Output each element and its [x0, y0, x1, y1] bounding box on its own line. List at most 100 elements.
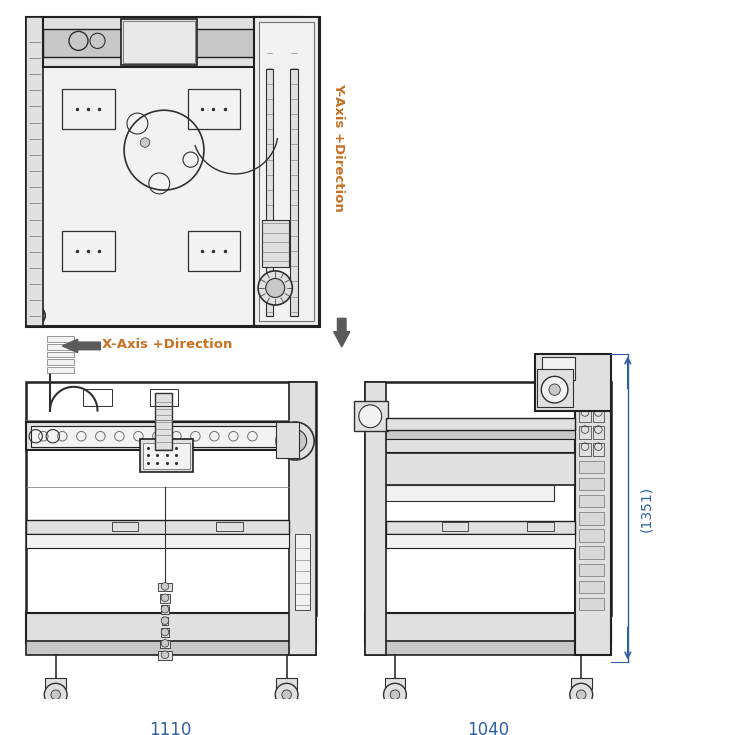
Bar [579, 495, 604, 507]
Bar [161, 606, 169, 614]
Bar [579, 581, 604, 593]
Bar [266, 53, 298, 62]
Bar [579, 426, 591, 439]
Circle shape [570, 684, 592, 706]
Bar [370, 453, 574, 484]
Text: Y-Axis +Direction: Y-Axis +Direction [332, 83, 345, 212]
Circle shape [161, 628, 169, 636]
Circle shape [284, 429, 307, 452]
Circle shape [383, 684, 406, 706]
Circle shape [304, 24, 312, 32]
Bar [47, 359, 74, 365]
Bar [26, 17, 44, 326]
Bar [47, 351, 74, 357]
Bar [140, 439, 193, 473]
Circle shape [300, 19, 317, 36]
Bar [579, 478, 604, 490]
Bar [536, 369, 573, 406]
Bar [259, 22, 314, 321]
Bar [579, 564, 604, 576]
Bar [276, 422, 299, 458]
Bar [143, 443, 190, 470]
Bar [150, 389, 178, 406]
Bar [365, 382, 386, 655]
Bar [154, 393, 172, 451]
Circle shape [266, 279, 285, 298]
Circle shape [28, 19, 45, 36]
Circle shape [44, 684, 67, 706]
Text: (1351): (1351) [639, 485, 653, 531]
Circle shape [161, 606, 169, 613]
Bar [266, 69, 273, 317]
Bar [370, 427, 574, 453]
Bar [535, 354, 610, 411]
Bar [26, 613, 316, 643]
Bar [123, 21, 196, 62]
Circle shape [542, 376, 568, 403]
Bar [579, 598, 604, 610]
Bar [385, 678, 406, 689]
Text: 1040: 1040 [467, 721, 509, 735]
Bar [365, 642, 610, 655]
Circle shape [161, 639, 169, 648]
Bar [354, 401, 388, 431]
Bar [370, 428, 574, 439]
Circle shape [358, 405, 382, 428]
Bar [158, 583, 172, 591]
Circle shape [276, 422, 314, 460]
Circle shape [33, 312, 40, 319]
Bar [26, 17, 319, 326]
Bar [592, 443, 604, 456]
Text: X-Axis +Direction: X-Axis +Direction [102, 337, 232, 351]
Bar [47, 337, 74, 342]
Bar [47, 344, 74, 350]
Bar [62, 231, 115, 271]
Circle shape [549, 384, 560, 395]
Bar [365, 613, 610, 643]
Bar [162, 617, 168, 625]
Bar [122, 19, 197, 65]
Circle shape [51, 690, 61, 700]
Bar [262, 19, 302, 67]
Bar [160, 594, 170, 603]
Bar [365, 382, 610, 615]
Bar [83, 389, 112, 406]
Bar [112, 522, 138, 531]
Bar [26, 520, 290, 534]
Bar [26, 642, 316, 655]
Bar [385, 484, 554, 501]
Bar [579, 546, 604, 559]
Bar [262, 220, 289, 267]
Bar [571, 678, 592, 689]
Bar [592, 409, 604, 422]
Bar [386, 418, 574, 429]
Circle shape [28, 307, 45, 324]
Bar [158, 651, 172, 659]
FancyArrow shape [62, 340, 100, 353]
Bar [45, 678, 66, 689]
Bar [579, 512, 604, 525]
Bar [527, 522, 554, 531]
Bar [579, 529, 604, 542]
Circle shape [304, 312, 312, 319]
Circle shape [577, 690, 586, 700]
Bar [26, 534, 290, 548]
Bar [188, 90, 240, 129]
Bar [254, 17, 319, 326]
Bar [542, 357, 574, 380]
Circle shape [258, 271, 292, 305]
Bar [161, 628, 169, 637]
Circle shape [161, 594, 169, 601]
Bar [44, 29, 302, 57]
Bar [442, 522, 468, 531]
Bar [188, 231, 240, 271]
Bar [26, 422, 290, 451]
Bar [47, 367, 74, 373]
Bar [290, 382, 316, 655]
Circle shape [300, 307, 317, 324]
Circle shape [140, 137, 150, 147]
Bar [276, 678, 297, 689]
Circle shape [161, 583, 169, 590]
Bar [579, 443, 591, 456]
Bar [26, 382, 316, 615]
